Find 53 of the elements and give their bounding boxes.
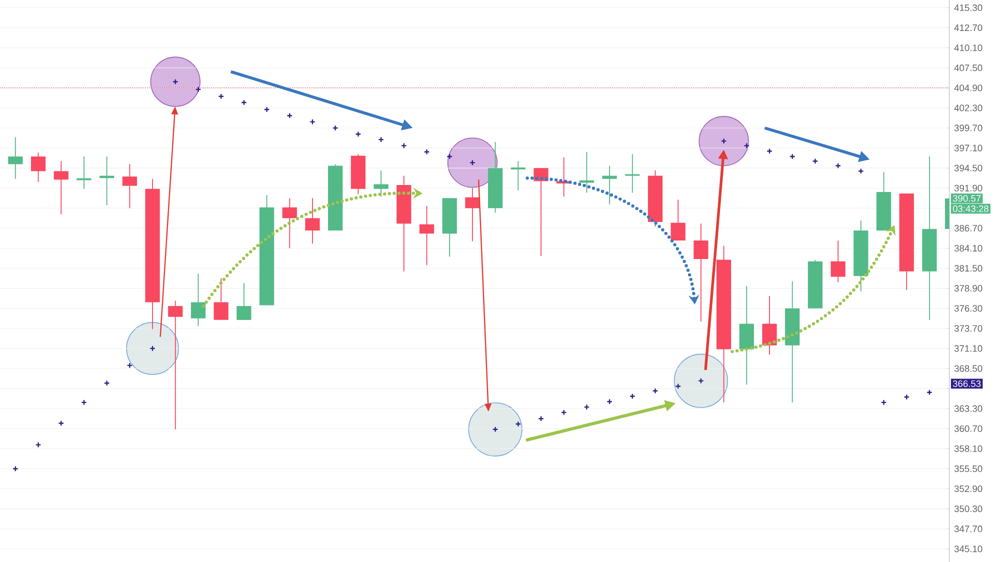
y-tick-label: 371.10 [954,345,982,352]
y-tick-label: 352.90 [954,485,982,492]
candlestick [236,282,252,320]
y-tick-label: 394.50 [954,164,982,172]
candlestick [122,164,137,209]
y-tick-label: 360.70 [954,425,982,432]
y-tick-label: 399.70 [954,124,982,132]
y-tick-label: 402.30 [954,104,982,112]
y-tick-label: 404.90 [954,84,982,92]
candlestick [305,198,320,244]
candlestick [510,160,526,191]
y-tick-label: 376.30 [954,305,982,312]
candlestick [190,273,206,327]
point [789,154,796,160]
y-tick-label: 368.50 [954,365,982,372]
y-tick-label: 397.10 [954,144,982,152]
y-tick-label: 347.70 [954,526,982,532]
candlestick [830,240,846,283]
candlestick [419,205,434,266]
annotation: 366.53 [952,380,981,387]
y-tick-label: 386.70 [954,224,982,232]
candlestick [8,136,23,180]
y-tick-label: 381.50 [954,264,982,272]
y-tick-label: 412.70 [954,24,982,32]
y-tick-label: 378.90 [954,285,982,292]
point [35,442,42,448]
y-tick-label: 384.10 [954,244,982,252]
y-tick-label: 415.30 [954,4,982,12]
y-tick-label: 391.90 [954,184,982,192]
y-tick-label: 358.10 [954,445,982,452]
y-tick-label: 355.50 [954,465,982,472]
y-tick-label: 345.10 [954,546,982,552]
point [400,142,407,149]
candlestick [374,170,388,198]
candlestick [670,199,686,241]
annotation: 390.57 [952,195,981,202]
y-tick-label: 373.70 [954,325,982,332]
y-tick-label: 363.30 [954,405,982,412]
candlestick [625,154,640,194]
candlestick [30,152,46,182]
candlestick [282,198,297,249]
point [58,420,64,426]
text: 03:43:28 [952,205,988,212]
point [744,142,750,149]
candlestick [54,160,68,215]
y-tick-label: 410.10 [954,44,982,52]
y-tick-label: 350.30 [954,506,982,512]
candlestick [214,278,228,320]
candlestick [602,165,617,205]
candlestick [465,188,480,242]
candlestick [168,300,183,430]
candlestick [762,296,777,356]
y-tick-label: 407.50 [954,64,982,72]
